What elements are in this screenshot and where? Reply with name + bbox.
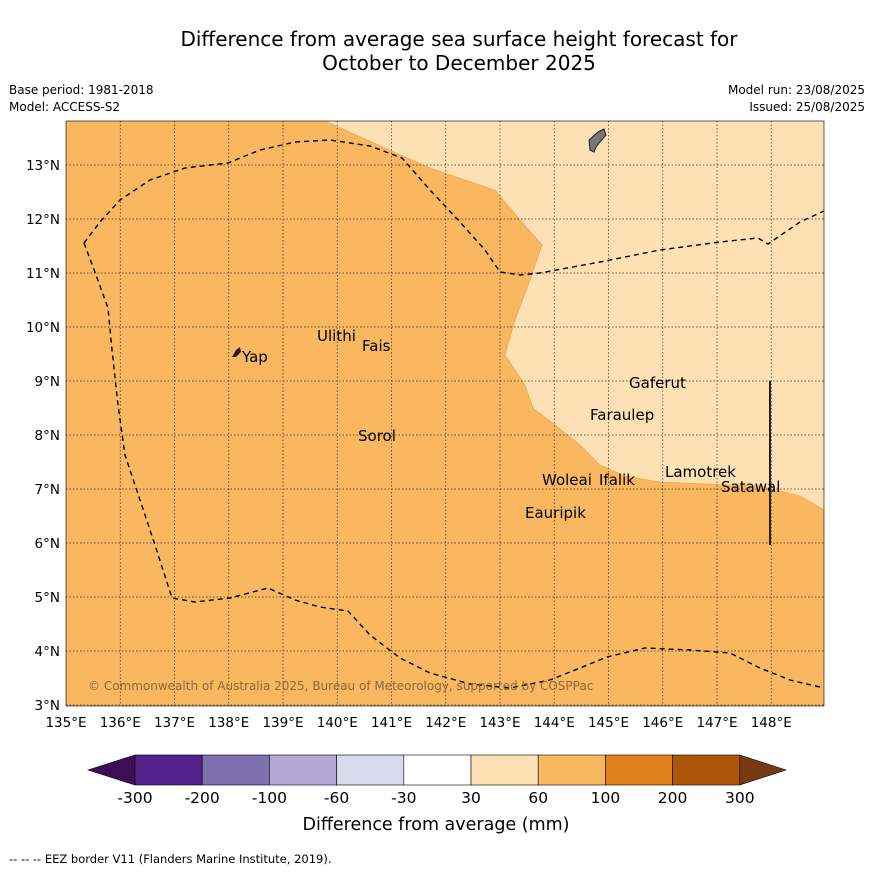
longitude-tick-label: 143°E (479, 715, 520, 731)
colorbar-swatch (605, 754, 673, 786)
model-name: Model: ACCESS-S2 (9, 100, 121, 114)
chart-title: Difference from average sea surface heig… (0, 27, 873, 75)
forecast-band-30-60 (324, 121, 824, 511)
map-area: © Commonwealth of Australia 2025, Bureau… (66, 121, 824, 706)
colorbar-swatch (470, 754, 539, 786)
longitude-tick-label: 139°E (262, 715, 303, 731)
latitude-tick-label: 7°N (35, 482, 60, 498)
colorbar-tick-label: -200 (185, 789, 220, 807)
place-label-woleai: Woleai (542, 471, 592, 489)
longitude-tick-label: 144°E (534, 715, 575, 731)
colorbar-swatch (134, 754, 203, 786)
longitude-tick-label: 148°E (751, 715, 792, 731)
place-label-ifalik: Ifalik (599, 471, 635, 489)
place-label-gaferut: Gaferut (629, 374, 686, 392)
latitude-tick-label: 13°N (26, 158, 60, 174)
map-frame (65, 120, 825, 707)
longitude-tick-label: 146°E (642, 715, 683, 731)
place-label-eauripik: Eauripik (525, 504, 586, 522)
eez-border-south (83, 242, 824, 689)
latitude-tick-label: 3°N (35, 698, 60, 714)
place-label-fais: Fais (362, 337, 391, 355)
title-line-1: Difference from average sea surface heig… (180, 27, 738, 51)
place-label-yap: Yap (241, 348, 268, 366)
colorbar-swatch (403, 754, 472, 786)
colorbar-tick-label: 100 (591, 789, 621, 807)
latitude-tick-label: 11°N (26, 266, 60, 282)
latitude-tick-label: 8°N (35, 428, 60, 444)
longitude-axis: 135°E 136°E 137°E 138°E 139°E 140°E 141°E 142°E… (45, 715, 791, 731)
model-run: Model run: 23/08/2025 (727, 83, 865, 97)
issued-date: Issued: 25/08/2025 (749, 100, 865, 114)
yap-island (232, 347, 241, 357)
meta-left: Base period: 1981-2018 Model: ACCESS-S2 (9, 82, 154, 116)
eez-border (83, 139, 824, 276)
meta-right: Model run: 23/08/2025 Issued: 25/08/2025 (728, 82, 865, 116)
latitude-tick-label: 6°N (35, 536, 60, 552)
colorbar-tick-label: 300 (725, 789, 755, 807)
latitude-tick-label: 4°N (35, 644, 60, 660)
longitude-tick-label: 147°E (696, 715, 737, 731)
latitude-tick-label: 10°N (26, 320, 60, 336)
latitude-tick-label: 5°N (35, 590, 60, 606)
place-label-satawal: Satawal (721, 478, 780, 496)
colorbar-extend-low (87, 754, 136, 786)
colorbar-tick-label: -300 (117, 789, 152, 807)
latitude-axis: 13°N 12°N 11°N 10°N 9°N 8°N 7°N 6°N 5°N 4°N 3°N (26, 158, 60, 714)
colorbar-label: Difference from average (mm) (302, 815, 569, 835)
longitude-tick-label: 137°E (154, 715, 195, 731)
graticule (66, 121, 824, 706)
eez-footnote: -- -- -- EEZ border V11 (Flanders Marine… (9, 852, 332, 866)
place-label-ulithi: Ulithi (317, 327, 356, 345)
copyright-note: © Commonwealth of Australia 2025, Bureau… (88, 679, 593, 693)
longitude-tick-label: 142°E (425, 715, 466, 731)
colorbar: -300 -200 -100 -60 -30 30 60 100 200 300 (87, 754, 787, 807)
colorbar-tick-label: -30 (391, 789, 416, 807)
colorbar-swatch (537, 754, 606, 786)
place-labels: Yap Ulithi Fais Sorol Gaferut Faraulep W… (241, 327, 780, 522)
colorbar-swatch (336, 754, 405, 786)
colorbar-tick-label: -60 (324, 789, 349, 807)
longitude-tick-label: 140°E (317, 715, 358, 731)
longitude-tick-label: 145°E (588, 715, 629, 731)
place-label-sorol: Sorol (358, 427, 396, 445)
colorbar-tick-label: -100 (252, 789, 287, 807)
latitude-tick-label: 9°N (35, 374, 60, 390)
colorbar-swatch (201, 754, 270, 786)
longitude-tick-label: 138°E (208, 715, 249, 731)
base-period: Base period: 1981-2018 (9, 83, 154, 97)
place-label-lamotrek: Lamotrek (665, 463, 736, 481)
longitude-tick-label: 141°E (371, 715, 412, 731)
colorbar-swatch (672, 754, 741, 786)
colorbar-tick-label: 30 (461, 789, 481, 807)
place-label-faraulep: Faraulep (590, 406, 654, 424)
colorbar-tick-label: 200 (658, 789, 688, 807)
colorbar-tick-label: 60 (528, 789, 548, 807)
longitude-tick-label: 135°E (45, 715, 86, 731)
colorbar-swatch (269, 754, 337, 786)
latitude-tick-label: 12°N (26, 212, 60, 228)
colorbar-extend-high (739, 754, 787, 786)
title-line-2: October to December 2025 (322, 51, 596, 75)
longitude-tick-label: 136°E (100, 715, 141, 731)
guam-island (588, 128, 607, 153)
